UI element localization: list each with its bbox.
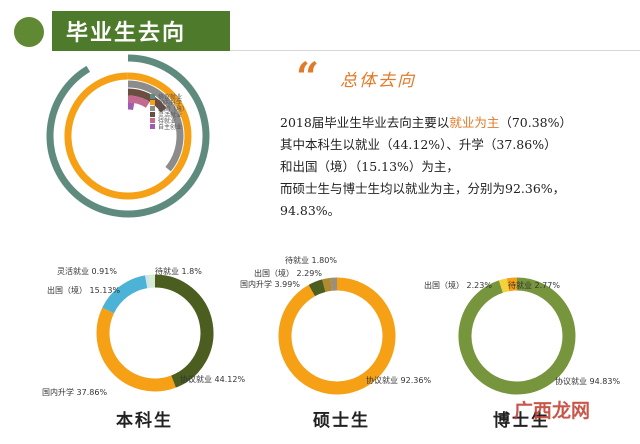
- watermark-logo: 广西龙网: [514, 400, 591, 422]
- legend-label: 出国（境）: [158, 105, 188, 113]
- header-dot-icon: [14, 17, 44, 47]
- legend-swatch: [150, 118, 155, 123]
- donut-slice-undergrad-2: [102, 275, 148, 314]
- summary-line: 2018届毕业生毕业去向主要以就业为主（70.38%）: [280, 112, 625, 134]
- data-label-master-3: 待就业 1.80%: [285, 255, 337, 265]
- legend-swatch: [150, 112, 155, 117]
- radial-bar-1: [64, 72, 192, 200]
- donut-slice-doctor-0: [458, 277, 576, 395]
- summary-title: 总体去向: [340, 71, 416, 91]
- data-label-undergrad-3: 灵活就业 0.91%: [57, 266, 117, 276]
- legend-swatch: [150, 106, 155, 111]
- legend-label: 待就业: [158, 117, 176, 125]
- radial-bar-3: [127, 88, 167, 113]
- quote-mark-icon: “: [296, 54, 320, 101]
- summary-line1-pre: 2018届毕业生毕业去向主要以: [280, 115, 450, 130]
- data-label-master-1: 国内升学 3.99%: [240, 279, 300, 289]
- data-label-undergrad-0: 协议就业 44.12%: [180, 374, 245, 384]
- section-title: 毕业生去向: [66, 21, 187, 46]
- data-label-undergrad-2: 出国（境） 15.13%: [47, 285, 120, 295]
- legend-label: 自主创业: [158, 123, 182, 131]
- chart-title-master: 硕士生: [313, 411, 370, 431]
- legend-swatch: [150, 124, 155, 129]
- radial-bar-4: [127, 95, 150, 108]
- legend-label: 灵活就业: [158, 111, 182, 119]
- data-label-doctor-0: 协议就业 94.83%: [555, 376, 620, 386]
- data-label-master-0: 协议就业 92.36%: [366, 375, 431, 385]
- summary-line: 94.83%。: [280, 203, 341, 218]
- donut-slice-master-2: [322, 277, 332, 293]
- radial-bar-0: [46, 54, 210, 218]
- radial-bar-2: [127, 80, 184, 172]
- data-label-undergrad-4: 待就业 1.8%: [155, 266, 202, 276]
- legend-label: 协议就业: [158, 93, 182, 101]
- legend-swatch: [150, 94, 155, 99]
- chart-title-doctor: 博士生: [493, 411, 550, 431]
- data-label-undergrad-1: 国内升学 37.86%: [42, 387, 107, 397]
- section-header: 毕业生去向: [52, 11, 230, 51]
- donut-slice-doctor-1: [498, 278, 510, 293]
- legend-label: 国内升学: [158, 99, 182, 107]
- donut-slice-master-1: [308, 279, 326, 297]
- summary-line1-post: （70.38%）: [499, 115, 572, 130]
- donut-slice-undergrad-1: [96, 307, 176, 392]
- donut-slice-undergrad-0: [154, 274, 214, 388]
- summary-line: 其中本科生以就业（44.12%）、升学（37.86%）: [280, 137, 557, 152]
- summary-text: 2018届毕业生毕业去向主要以就业为主（70.38%） 其中本科生以就业（44.…: [280, 112, 625, 222]
- data-label-doctor-2: 待就业 2.77%: [508, 280, 560, 290]
- legend-swatch: [150, 100, 155, 105]
- header-divider: [230, 50, 640, 51]
- radial-bar-5: [127, 102, 135, 110]
- summary-line: 而硕士生与博士生均以就业为主，分别为92.36%，: [280, 181, 566, 196]
- summary-highlight: 就业为主: [449, 115, 500, 130]
- summary-line: 和出国（境）（15.13%）为主，: [280, 159, 459, 174]
- data-label-master-2: 出国（境） 2.29%: [254, 268, 322, 278]
- donut-slice-doctor-2: [506, 277, 518, 292]
- chart-title-undergrad: 本科生: [116, 411, 173, 431]
- donut-slice-master-0: [278, 277, 396, 395]
- data-label-doctor-1: 出国（境） 2.23%: [424, 280, 492, 290]
